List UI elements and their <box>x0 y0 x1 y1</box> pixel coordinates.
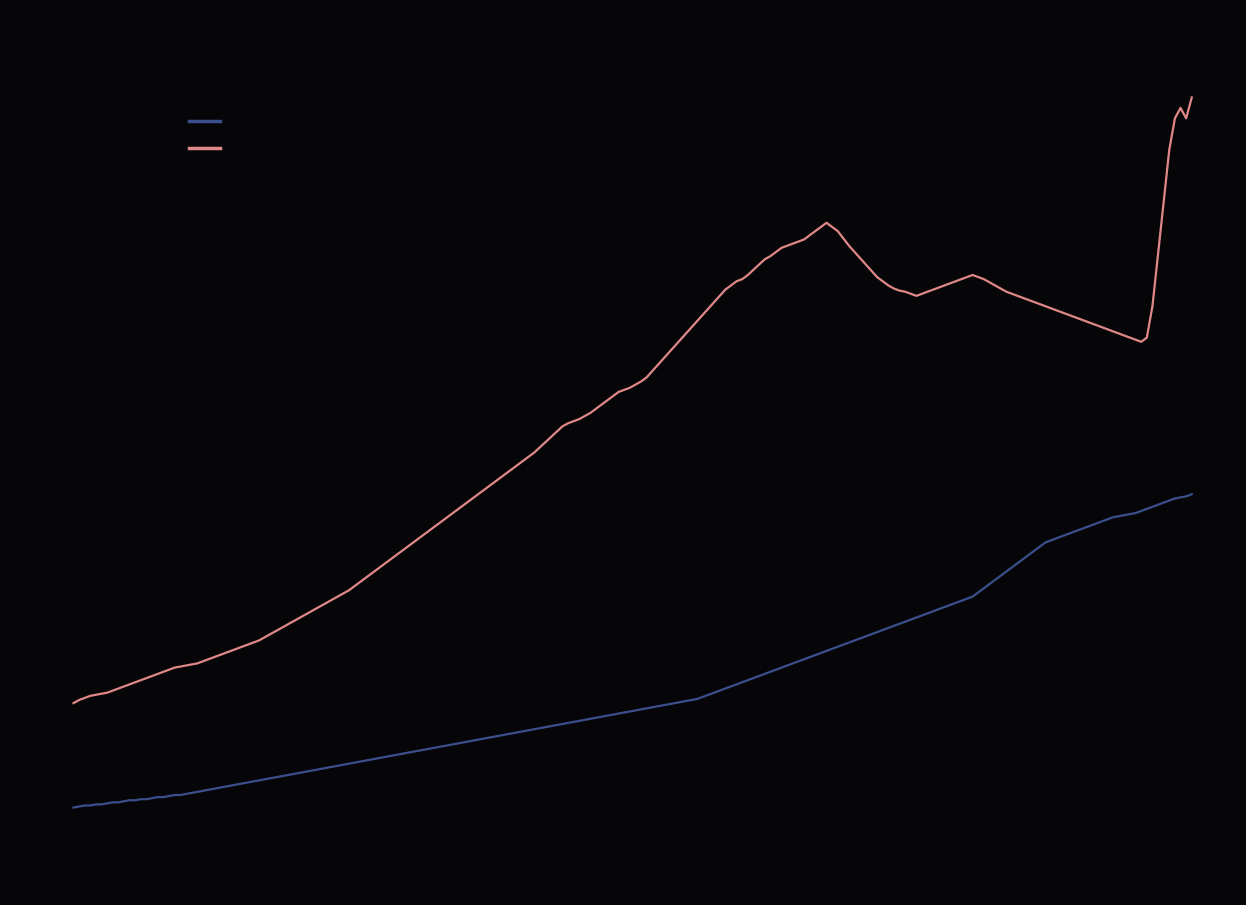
  <box>1184 92 1199 103</box>
  <box>111 683 126 694</box>
  <box>1089 518 1104 529</box>
  <box>364 754 379 765</box>
  <box>1128 508 1143 519</box>
Line:   <box>74 98 1191 703</box>
  <box>66 698 81 709</box>
  <box>274 771 289 782</box>
  <box>1128 334 1143 345</box>
  <box>1184 489 1199 500</box>
  <box>133 675 148 686</box>
Legend:  ,  : , <box>184 110 237 161</box>
  <box>1089 319 1104 330</box>
Line:   <box>74 494 1191 807</box>
  <box>274 623 289 634</box>
  <box>364 568 379 579</box>
  <box>133 794 148 805</box>
  <box>111 797 126 808</box>
  <box>66 802 81 813</box>
